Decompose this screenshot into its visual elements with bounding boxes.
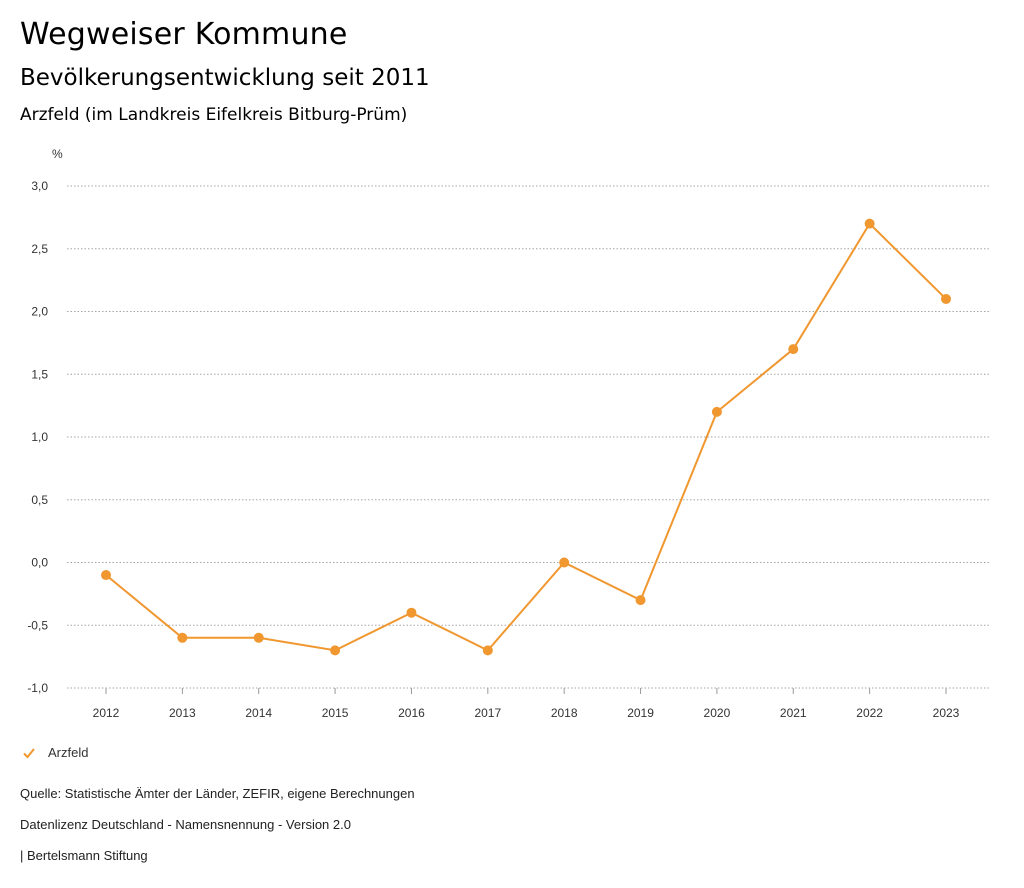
y-tick-label: 0,5 — [31, 493, 48, 507]
data-point — [941, 293, 951, 304]
y-tick-label: -0,5 — [27, 618, 48, 632]
y-tick-label: -1,0 — [27, 681, 48, 695]
y-tick-label: 0,0 — [31, 556, 48, 570]
y-tick-label: 1,5 — [31, 367, 48, 381]
y-tick-label: 3,0 — [31, 179, 48, 193]
data-point — [101, 570, 111, 581]
data-point — [559, 557, 570, 568]
x-tick-label: 2012 — [93, 706, 120, 720]
x-tick-label: 2017 — [474, 706, 501, 720]
series-line — [105, 222, 947, 652]
x-tick-label: 2018 — [551, 706, 578, 720]
x-tick-label: 2023 — [933, 706, 960, 720]
legend-label: Arzfeld — [48, 745, 89, 760]
x-tick-label: 2020 — [704, 706, 731, 720]
x-tick-label: 2013 — [169, 706, 196, 720]
license-note: Datenlizenz Deutschland - Namensnennung … — [20, 817, 351, 832]
check-icon — [23, 747, 35, 758]
x-tick-label: 2016 — [398, 706, 425, 720]
data-point — [482, 645, 493, 656]
x-tick-label: 2022 — [856, 706, 883, 720]
data-point — [330, 645, 341, 656]
region-label: Arzfeld (im Landkreis Eifelkreis Bitburg… — [20, 105, 408, 125]
data-point — [711, 406, 722, 417]
legend[interactable]: Arzfeld — [22, 745, 88, 760]
x-tick-label: 2021 — [780, 706, 807, 720]
data-point — [864, 218, 875, 229]
publisher-note: | Bertelsmann Stiftung — [20, 848, 148, 863]
y-tick-label: 1,0 — [31, 430, 48, 444]
data-point — [177, 632, 188, 643]
y-axis-unit: % — [52, 147, 63, 161]
data-point — [253, 632, 264, 643]
x-tick-label: 2015 — [322, 706, 349, 720]
x-tick-label: 2014 — [245, 706, 272, 720]
x-tick-label: 2019 — [627, 706, 654, 720]
line-chart: % -1,0 -0,5 0,0 0,5 1,0 1,5 2,0 2,5 3,0 2012 2013 20… — [27, 147, 990, 720]
chart-subtitle: Bevölkerungsentwicklung seit 2011 — [20, 65, 430, 91]
y-tick-label: 2,5 — [31, 242, 48, 256]
data-point — [788, 344, 799, 355]
y-tick-label: 2,0 — [31, 305, 48, 319]
data-point — [635, 595, 646, 606]
page-title: Wegweiser Kommune — [20, 17, 348, 52]
data-point — [406, 607, 417, 618]
source-note: Quelle: Statistische Ämter der Länder, Z… — [20, 786, 415, 801]
